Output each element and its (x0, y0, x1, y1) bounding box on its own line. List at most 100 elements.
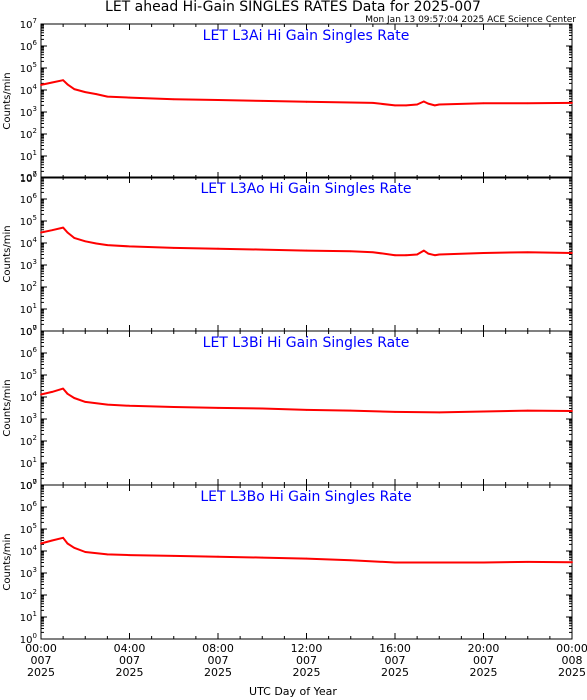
data-point (571, 101, 573, 104)
data-point (349, 101, 352, 104)
x-tick-label: 007 (385, 654, 406, 667)
data-point (172, 246, 175, 249)
data-point (438, 561, 441, 564)
data-point (371, 251, 374, 254)
y-tick-label: 104 (20, 83, 38, 97)
data-point (349, 409, 352, 412)
data-point (73, 546, 76, 549)
data-point (217, 99, 219, 101)
y-axis-label: Counts/min (2, 72, 13, 129)
data-point (128, 554, 131, 557)
data-point (526, 102, 529, 105)
x-tick-label: 2025 (470, 666, 498, 679)
y-tick-label: 105 (20, 368, 37, 382)
x-axis: 00:00007202504:00007202508:00007202512:0… (25, 642, 587, 679)
data-point (261, 556, 264, 559)
x-tick-label: 00:00 (556, 642, 587, 655)
data-point (172, 98, 175, 101)
data-point (349, 559, 352, 562)
y-tick-label: 101 (20, 149, 37, 163)
panel-1: 100 101 102 103 104 105 106 107 Counts/min LET L3… (2, 17, 573, 185)
x-tick-label: 20:00 (468, 642, 500, 655)
data-point (526, 251, 529, 254)
y-axis-label: Counts/min (2, 225, 13, 282)
x-axis-label: UTC Day of Year (249, 685, 337, 698)
data-point (40, 393, 42, 396)
data-point (128, 245, 131, 248)
data-point (217, 555, 219, 558)
data-point (84, 91, 87, 94)
y-tick-label: 103 (20, 566, 37, 580)
panel-2: 100 101 102 103 104 105 106 107 Counts/min LET L3… (2, 170, 573, 338)
data-point (62, 226, 65, 229)
data-point (73, 237, 76, 239)
data-point (95, 93, 98, 96)
y-tick-label: 106 (20, 346, 38, 360)
data-point (62, 79, 65, 82)
y-tick-label: 103 (20, 412, 37, 426)
data-point (371, 101, 374, 104)
y-tick-label: 107 (20, 170, 37, 184)
data-point (51, 81, 53, 84)
data-point (40, 542, 42, 545)
data-point (66, 231, 69, 234)
y-tick-label: 102 (20, 127, 37, 141)
data-point (106, 553, 109, 556)
panel-frame (40, 176, 573, 332)
data-point (106, 95, 109, 98)
data-point (62, 387, 65, 390)
x-tick-label: 2025 (293, 666, 321, 679)
data-point (482, 561, 485, 564)
data-point (106, 244, 109, 247)
data-point (106, 403, 109, 406)
x-tick-label: 007 (119, 654, 140, 667)
data-point (405, 254, 407, 257)
y-tick-label: 105 (20, 522, 37, 536)
data-point (66, 83, 69, 86)
data-point (261, 99, 264, 102)
data-point (526, 409, 529, 412)
data-point (51, 391, 53, 393)
y-tick-label: 106 (20, 39, 38, 53)
y-tick-label: 100 (20, 632, 37, 646)
data-point (261, 407, 264, 410)
y-tick-label: 100 (20, 171, 37, 185)
y-tick-label: 101 (20, 302, 37, 316)
data-point (422, 249, 425, 252)
data-point (416, 253, 419, 256)
data-point (422, 100, 425, 103)
data-point (73, 88, 76, 90)
panel-title: LET L3Bo Hi Gain Singles Rate (200, 489, 411, 505)
data-point (305, 557, 308, 560)
data-point (66, 392, 69, 395)
x-tick-label: 2025 (204, 666, 232, 679)
data-point (217, 406, 219, 409)
y-tick-label: 104 (20, 236, 38, 250)
data-point (427, 102, 430, 105)
x-tick-label: 008 (562, 654, 583, 667)
data-point (349, 250, 352, 253)
data-point (40, 231, 42, 234)
panel-title: LET L3Bi Hi Gain Singles Rate (203, 335, 410, 351)
y-axis-label: Counts/min (2, 533, 13, 590)
data-point (482, 410, 485, 413)
y-tick-label: 102 (20, 588, 37, 602)
x-tick-label: 2025 (27, 666, 55, 679)
data-point (62, 536, 65, 539)
data-point (394, 104, 396, 107)
data-point (482, 252, 485, 254)
x-tick-label: 2025 (558, 666, 586, 679)
data-point (438, 103, 441, 106)
data-point (51, 229, 53, 232)
x-tick-label: 16:00 (379, 642, 411, 655)
data-point (405, 104, 407, 107)
y-tick-label: 102 (20, 280, 37, 294)
data-point (571, 561, 573, 564)
x-tick-label: 2025 (116, 666, 144, 679)
data-point (128, 404, 131, 407)
series-line (40, 387, 573, 414)
